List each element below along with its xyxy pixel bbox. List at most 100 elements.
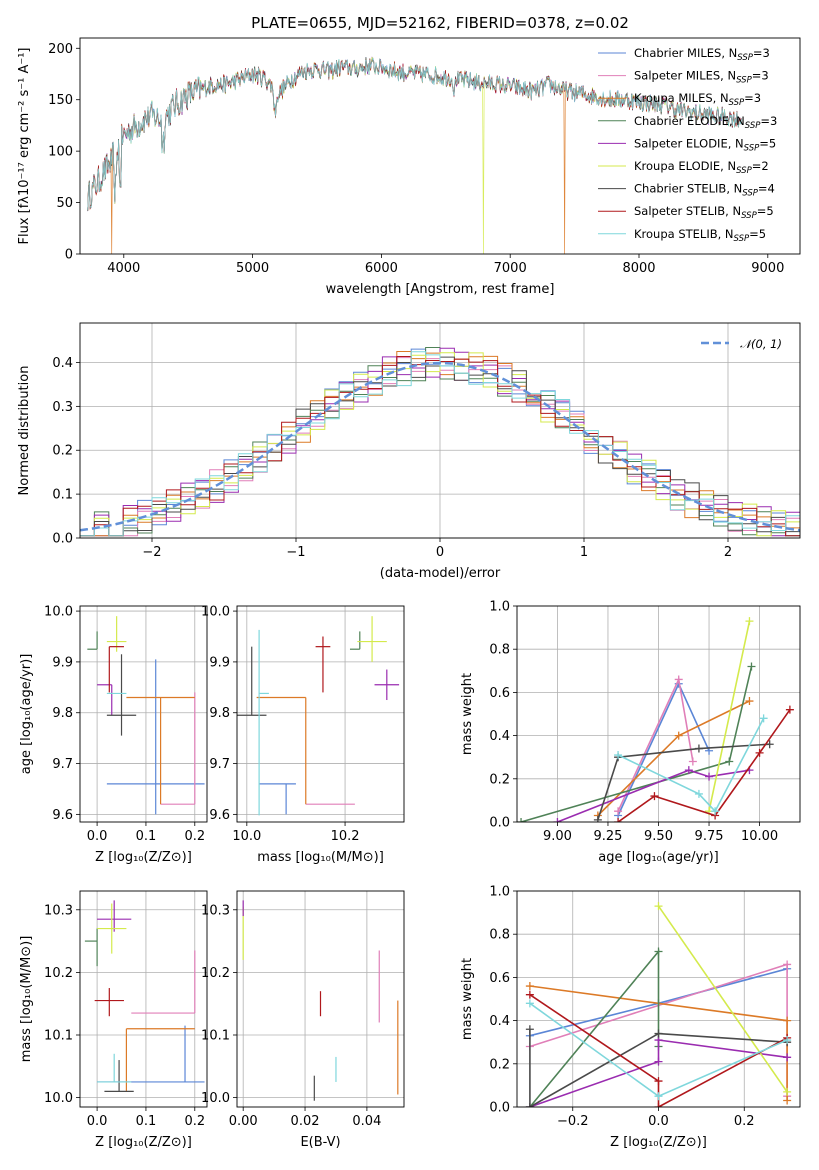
massweight-marker: [674, 675, 683, 684]
y-tick-label: 0.2: [489, 772, 510, 787]
massweight-marker: [783, 1036, 792, 1045]
y-tick-label: 10.2: [44, 966, 73, 981]
massweight-marker: [525, 1103, 534, 1107]
y-tick-label: 10.2: [201, 966, 230, 981]
legend-name: Salpeter MILES, N: [634, 69, 736, 83]
errorbar-point: [106, 659, 205, 815]
x-tick-label: 0.02: [291, 1114, 320, 1129]
y-tick-label: 0.1: [52, 488, 73, 503]
grid: [517, 605, 800, 823]
massweight-marker: [525, 982, 534, 991]
legend-entry: Salpeter STELIB, NSSP=5: [634, 204, 774, 221]
plot-area: [242, 900, 399, 1101]
y-tick-label: 0.6: [489, 686, 510, 701]
massweight-marker: [654, 1077, 663, 1086]
errorbar-point: [357, 616, 387, 662]
y-tick-label: 0.2: [52, 444, 73, 459]
x-tick-label: 9.25: [593, 829, 622, 844]
y-axis-label: mass [log₁₀(M/M⊙)]: [19, 936, 34, 1063]
y-tick-label: 0.8: [489, 643, 510, 658]
plot-area: [80, 347, 800, 537]
massweight-line: [708, 620, 751, 812]
massweight-marker: [725, 757, 734, 766]
x-tick-label: −1: [286, 545, 305, 560]
y-tick-label: 9.6: [52, 808, 73, 823]
y-tick-label: 9.6: [209, 808, 230, 823]
axes-frame: [236, 605, 405, 823]
massweight-marker: [525, 999, 534, 1008]
massweight-marker: [525, 1025, 534, 1034]
massweight-marker: [654, 902, 663, 911]
x-tick-label: 0.2: [184, 829, 205, 844]
y-tick-label: 0.0: [489, 1101, 510, 1116]
massweight-marker: [783, 960, 792, 969]
y-tick-label: 0.0: [52, 532, 73, 547]
errorbar-point: [84, 928, 98, 967]
legend-name: Kroupa STELIB, N: [634, 227, 734, 241]
x-tick-label: 9.00: [543, 829, 572, 844]
legend-name: Salpeter STELIB, N: [634, 204, 741, 218]
grid: [80, 891, 207, 1107]
legend-subscript: SSP: [741, 211, 757, 221]
massweight-line: [529, 1039, 788, 1107]
y-axis-label: age [log₁₀(age/yr)]: [19, 654, 34, 775]
normal-curve: [80, 361, 800, 532]
y-axis-label: Normed distribution: [17, 366, 32, 496]
massweight-marker: [694, 744, 703, 753]
legend-subscript: SSP: [736, 166, 752, 176]
x-tick-label: 10.00: [741, 829, 778, 844]
massweight-marker: [783, 1016, 792, 1025]
residual-legend: 𝒩(0, 1): [701, 337, 782, 351]
legend-name: Chabrier STELIB, N: [634, 182, 742, 196]
massweight-marker: [747, 662, 756, 671]
x-axis-label: (data-model)/error: [380, 566, 501, 581]
histogram-step: [80, 351, 800, 537]
x-tick-label: 0.04: [352, 1114, 381, 1129]
errorbar-point: [97, 1053, 132, 1083]
massweight-marker: [755, 748, 764, 757]
spectrum-legend: Chabrier MILES, N SSP =3 Salpeter MILES, N S…: [598, 46, 777, 244]
axes-frame: [79, 890, 208, 1108]
y-tick-label: 9.8: [52, 706, 73, 721]
y-tick-label: 9.9: [52, 655, 73, 670]
errorbar-point: [104, 1060, 134, 1092]
errorbar-point: [315, 636, 331, 693]
x-tick-label: 4000: [107, 261, 140, 276]
panel-age_vs_Z: 0.0 0.1 0.2 9.6 9.7 9.8 9.9 10.0 Z [log₁₀(Z/Z⊙)]…: [19, 605, 208, 865]
errorbar-point: [125, 1028, 195, 1092]
massweight-marker: [783, 1096, 792, 1105]
legend-entry: Kroupa MILES, NSSP=3: [634, 91, 761, 108]
legend-count: =3: [744, 91, 761, 105]
x-tick-label: 0.2: [734, 1114, 755, 1129]
x-tick-label: 6000: [365, 261, 398, 276]
legend-entry: Kroupa ELODIE, NSSP=2: [634, 159, 769, 176]
massweight-line: [617, 717, 765, 813]
y-tick-label: 0.0: [489, 816, 510, 831]
massweight-marker: [705, 772, 714, 781]
axes-frame: [236, 890, 405, 1108]
legend-name: Chabrier MILES, N: [634, 46, 737, 60]
y-tick-label: 10.0: [44, 1091, 73, 1106]
errorbar-point: [106, 616, 127, 652]
y-tick-label: 0.3: [52, 400, 73, 415]
x-tick-label: 8000: [622, 261, 655, 276]
massweight-marker: [614, 818, 623, 822]
x-tick-label: −0.2: [557, 1114, 589, 1129]
x-tick-label: 10.0: [232, 829, 261, 844]
x-tick-label: 0.00: [229, 1114, 258, 1129]
x-tick-label: 1: [580, 545, 588, 560]
massweight-marker: [711, 807, 720, 816]
y-tick-label: 200: [48, 42, 73, 57]
errorbar-point: [108, 646, 124, 693]
plot-area: [87, 56, 742, 254]
errorbar-point: [131, 950, 196, 1014]
y-axis-label: mass weight: [460, 958, 475, 1040]
x-tick-label: 10.2: [331, 829, 360, 844]
legend-entry: Salpeter ELODIE, NSSP=5: [634, 136, 776, 153]
massweight-line: [529, 1029, 788, 1107]
errorbar-point: [97, 903, 127, 954]
massweight-marker: [593, 815, 602, 822]
y-tick-label: 0.4: [489, 729, 510, 744]
massweight-marker: [517, 818, 526, 822]
massweight-marker: [614, 751, 623, 760]
